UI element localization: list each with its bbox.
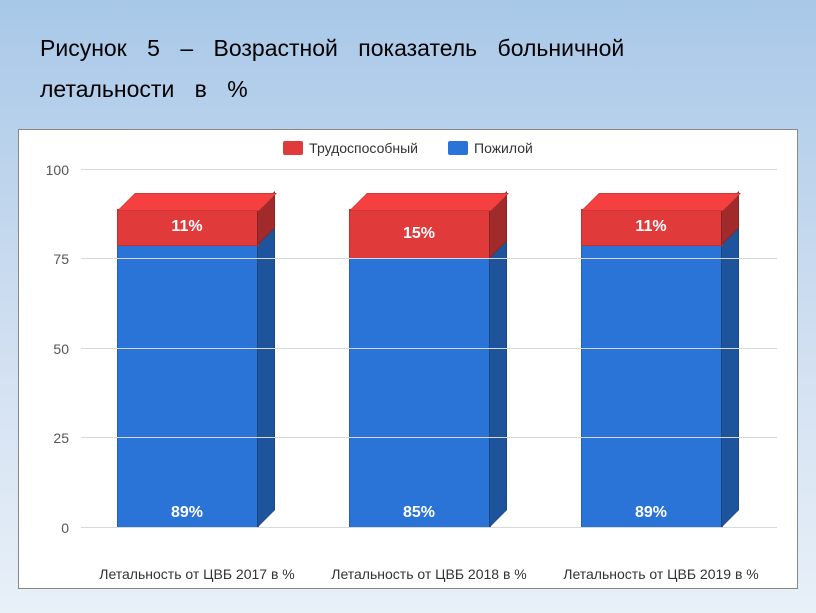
y-axis: 0255075100 — [19, 170, 81, 528]
legend-item-elderly: Пожилой — [448, 140, 533, 156]
gridline — [81, 437, 777, 438]
x-label: Летальность от ЦВБ 2018 в % — [329, 566, 529, 584]
bar-cap — [349, 193, 509, 211]
chart-title: Рисунок 5 – Возрастной показатель больни… — [0, 0, 816, 129]
legend-item-working-age: Трудоспособный — [283, 140, 418, 156]
legend-swatch-blue — [448, 141, 468, 155]
bar-bottom-side — [489, 239, 507, 528]
x-label: Летальность от ЦВБ 2019 в % — [561, 566, 761, 584]
gridline — [81, 527, 777, 528]
bar-top-label: 11% — [581, 218, 721, 236]
legend: Трудоспособный Пожилой — [19, 130, 797, 160]
legend-label: Трудоспособный — [309, 140, 418, 156]
bar-bottom-label: 89% — [117, 504, 257, 522]
x-label: Летальность от ЦВБ 2017 в % — [97, 566, 297, 584]
gridline — [81, 258, 777, 259]
x-axis-labels: Летальность от ЦВБ 2017 в % Летальность о… — [81, 566, 777, 584]
bar-top-label: 11% — [117, 218, 257, 236]
y-tick: 0 — [61, 520, 69, 536]
bar-bottom — [349, 257, 491, 528]
legend-label: Пожилой — [474, 140, 533, 156]
bar-top-label: 15% — [349, 225, 489, 243]
gridline — [81, 348, 777, 349]
bars-row: 89% 11% 85% 15% 89% 11% — [81, 170, 777, 528]
plot-area: 89% 11% 85% 15% 89% 11% — [81, 170, 777, 528]
bar-group: 89% 11% — [117, 170, 277, 528]
bar-cap — [581, 193, 741, 211]
chart-container: Трудоспособный Пожилой 0 25 50 75 100 89% 11%… — [18, 129, 798, 589]
legend-swatch-red — [283, 141, 303, 155]
y-tick: 50 — [53, 341, 69, 357]
bar-bottom-label: 85% — [349, 504, 489, 522]
y-tick: 25 — [53, 430, 69, 446]
bar-bottom — [117, 244, 259, 528]
y-tick: 100 — [46, 162, 69, 178]
gridline — [81, 169, 777, 170]
bar-bottom-label: 89% — [581, 504, 721, 522]
bar-group: 89% 11% — [581, 170, 741, 528]
bar-bottom-side — [257, 226, 275, 528]
y-tick: 75 — [53, 251, 69, 267]
bar-cap — [117, 193, 277, 211]
bar-group: 85% 15% — [349, 170, 509, 528]
bar-bottom — [581, 244, 723, 528]
bar-bottom-side — [721, 226, 739, 528]
